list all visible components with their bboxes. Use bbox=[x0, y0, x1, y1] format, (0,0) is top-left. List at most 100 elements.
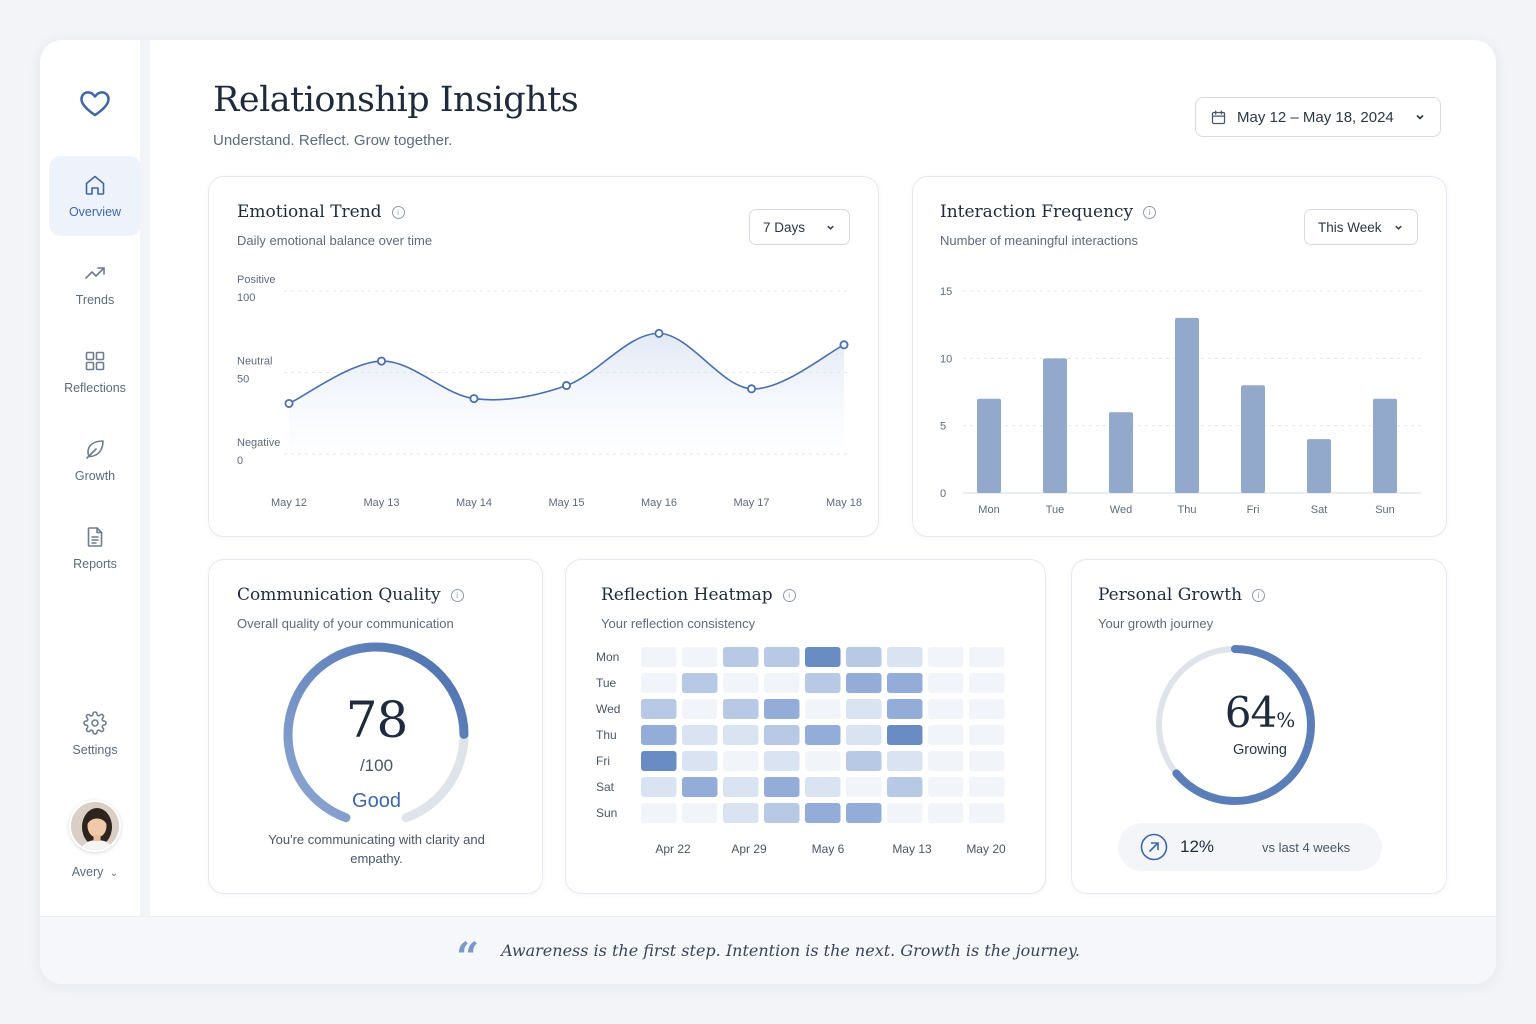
y-tick-label: 10 bbox=[940, 353, 952, 365]
y-tick-label: 0 bbox=[237, 455, 243, 467]
heatmap-cell bbox=[969, 777, 1005, 797]
info-icon[interactable]: i bbox=[450, 588, 464, 602]
heatmap-cell bbox=[641, 777, 677, 797]
heatmap-row-label: Sat bbox=[596, 780, 615, 794]
range-select-value: 7 Days bbox=[763, 219, 806, 235]
y-tick-label: 5 bbox=[940, 421, 946, 433]
x-tick-label: Sat bbox=[1311, 504, 1328, 516]
heatmap-cell bbox=[805, 699, 841, 719]
score-rating: Good bbox=[352, 790, 401, 812]
sidebar: Overview Trends Reflections Growth Repor… bbox=[40, 40, 150, 916]
date-range-picker[interactable]: May 12 – May 18, 2024 bbox=[1195, 97, 1441, 137]
heatmap-cell bbox=[969, 803, 1005, 823]
heatmap-cell bbox=[805, 673, 841, 693]
page-subtitle: Understand. Reflect. Grow together. bbox=[213, 132, 453, 149]
card-title: Emotional Trend i bbox=[237, 202, 405, 222]
x-tick-label: Sun bbox=[1375, 504, 1395, 516]
heatmap-row-label: Fri bbox=[596, 754, 610, 768]
info-icon[interactable]: i bbox=[1252, 588, 1266, 602]
chevron-down-icon bbox=[1395, 225, 1402, 230]
sidebar-item-reports[interactable]: Reports bbox=[49, 508, 141, 588]
heatmap-cell bbox=[805, 751, 841, 771]
heatmap-cell bbox=[641, 699, 677, 719]
x-tick-label: Thu bbox=[1178, 504, 1197, 516]
growth-ring-fill bbox=[1155, 645, 1315, 805]
heatmap-cell bbox=[805, 777, 841, 797]
trend-up-icon bbox=[85, 267, 105, 279]
heatmap-cell bbox=[723, 699, 759, 719]
bar bbox=[1241, 385, 1265, 493]
card-subtitle: Overall quality of your communication bbox=[237, 616, 454, 631]
x-tick-label: May 12 bbox=[271, 497, 307, 509]
card-title-text: Interaction Frequency bbox=[940, 202, 1134, 222]
sidebar-item-growth[interactable]: Growth bbox=[49, 420, 141, 500]
heatmap-cell bbox=[846, 699, 882, 719]
sidebar-item-settings[interactable]: Settings bbox=[49, 694, 141, 774]
heatmap-row-label: Sun bbox=[596, 806, 617, 820]
heatmap-cell bbox=[641, 647, 677, 667]
heart-icon[interactable] bbox=[78, 86, 112, 120]
info-icon[interactable]: i bbox=[391, 205, 405, 219]
emotional-trend-chart: 0 Negative 50 Neutral 100 Positive May 12 May 1… bbox=[237, 274, 862, 509]
bar bbox=[1175, 317, 1199, 493]
trend-point bbox=[654, 328, 664, 338]
heatmap-cell bbox=[928, 725, 964, 745]
heatmap-cell bbox=[641, 725, 677, 745]
growth-percent: 64% bbox=[1097, 688, 1423, 737]
y-tick-label: 100 bbox=[237, 292, 255, 304]
gauge-fill bbox=[283, 642, 469, 823]
heatmap-x-label: Apr 22 bbox=[655, 842, 691, 856]
y-category-label: Negative bbox=[237, 437, 280, 449]
sidebar-item-overview[interactable]: Overview bbox=[49, 156, 141, 236]
info-icon[interactable]: i bbox=[1143, 205, 1157, 219]
info-icon[interactable]: i bbox=[782, 588, 796, 602]
card-title: Communication Quality i bbox=[237, 585, 464, 605]
heatmap-cell bbox=[682, 751, 718, 771]
x-tick-label: May 13 bbox=[363, 497, 399, 509]
period-select[interactable]: This Week bbox=[1304, 209, 1418, 245]
y-category-label: Positive bbox=[237, 274, 276, 286]
heatmap-cell bbox=[969, 647, 1005, 667]
reflection-heatmap-card: Reflection Heatmap i Your reflection con… bbox=[565, 559, 1046, 894]
y-tick-label: 50 bbox=[237, 374, 249, 386]
home-icon bbox=[85, 175, 105, 195]
x-tick-label: May 14 bbox=[456, 497, 492, 509]
avatar[interactable] bbox=[69, 800, 121, 852]
heatmap-cell bbox=[723, 803, 759, 823]
bar bbox=[977, 398, 1001, 493]
reflection-heatmap-chart: Mon Tue Wed Thu Fri Sat Sun Apr 22 Apr 29 May 6 Ma… bbox=[596, 647, 1006, 856]
chevron-down-icon bbox=[1416, 114, 1424, 120]
calendar-icon bbox=[1211, 109, 1226, 124]
heatmap-cell bbox=[805, 803, 841, 823]
heatmap-cell bbox=[682, 699, 718, 719]
heatmap-cell bbox=[764, 673, 800, 693]
heatmap-cell bbox=[887, 751, 923, 771]
growth-change-comparison: vs last 4 weeks bbox=[1262, 839, 1351, 855]
heatmap-cell bbox=[641, 751, 677, 771]
trend-point bbox=[561, 381, 571, 391]
heatmap-cell bbox=[682, 647, 718, 667]
main-content: Relationship Insights Understand. Reflec… bbox=[160, 40, 1496, 916]
grid-icon bbox=[85, 351, 105, 371]
sidebar-item-trends[interactable]: Trends bbox=[49, 244, 141, 324]
range-select[interactable]: 7 Days bbox=[749, 209, 850, 245]
user-menu[interactable]: Avery ⌄ bbox=[40, 865, 150, 879]
card-title-text: Personal Growth bbox=[1098, 585, 1243, 605]
communication-gauge bbox=[283, 642, 469, 823]
score-message: You're communicating with clarity and em… bbox=[268, 832, 485, 866]
card-title-text: Emotional Trend bbox=[237, 202, 382, 222]
heatmap-cell bbox=[887, 777, 923, 797]
heatmap-cell bbox=[764, 647, 800, 667]
heatmap-cell bbox=[846, 803, 882, 823]
gear-icon bbox=[83, 711, 107, 735]
heatmap-cell bbox=[641, 803, 677, 823]
x-tick-label: Fri bbox=[1247, 504, 1260, 516]
sidebar-item-reflections[interactable]: Reflections bbox=[49, 332, 141, 412]
heatmap-cell bbox=[764, 699, 800, 719]
growth-percent-value: 64 bbox=[1224, 688, 1277, 737]
date-range-text: May 12 – May 18, 2024 bbox=[1237, 108, 1394, 126]
growth-ring bbox=[1155, 645, 1315, 805]
personal-growth-card: Personal Growth i Your growth journey 64… bbox=[1071, 559, 1447, 894]
heatmap-cell bbox=[969, 699, 1005, 719]
avatar-portrait bbox=[71, 802, 119, 850]
